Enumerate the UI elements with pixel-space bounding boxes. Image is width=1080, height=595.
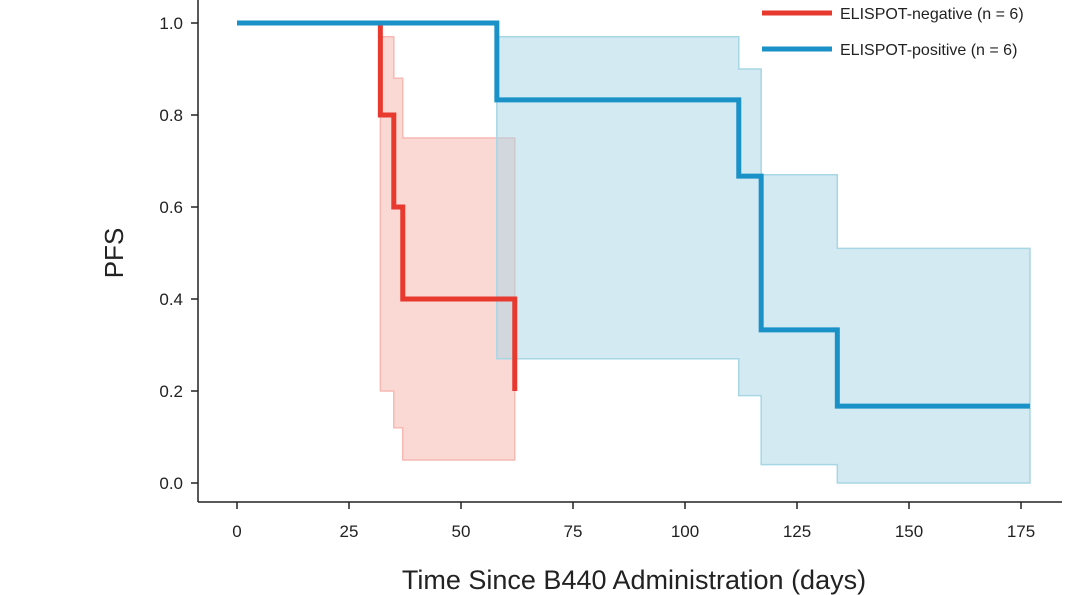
y-tick-label: 0.6	[159, 198, 183, 217]
km-curve-positive	[237, 20, 1030, 409]
x-axis: 0 25 50 75 100 125 150 175	[198, 501, 1062, 541]
x-tick-label: 50	[452, 522, 471, 541]
x-tick-label: 125	[783, 522, 811, 541]
legend: ELISPOT-negative (n = 6) ELISPOT-positive…	[762, 6, 1024, 59]
x-axis-title: Time Since B440 Administration (days)	[402, 565, 866, 595]
y-tick-label: 0.8	[159, 106, 183, 125]
ci-band-negative	[379, 36, 516, 461]
x-tick-label: 100	[671, 522, 699, 541]
x-tick-label: 150	[895, 522, 923, 541]
y-tick-label: 0.4	[159, 290, 183, 309]
survival-curves	[237, 20, 1030, 409]
legend-label-positive: ELISPOT-positive (n = 6)	[840, 42, 1017, 59]
x-tick-label: 75	[564, 522, 583, 541]
x-tick-label: 25	[340, 522, 359, 541]
y-tick-label: 0.0	[159, 474, 183, 493]
ci-bands	[379, 36, 1031, 484]
legend-label-negative: ELISPOT-negative (n = 6)	[840, 6, 1024, 23]
x-tick-label: 0	[232, 522, 241, 541]
y-tick-label: 0.2	[159, 382, 183, 401]
y-tick-label: 1.0	[159, 14, 183, 33]
y-axis: 0.0 0.2 0.4 0.6 0.8 1.0	[159, 0, 199, 502]
x-tick-label: 175	[1007, 522, 1035, 541]
y-axis-title: PFS	[99, 228, 129, 279]
km-curve-negative	[237, 20, 518, 391]
